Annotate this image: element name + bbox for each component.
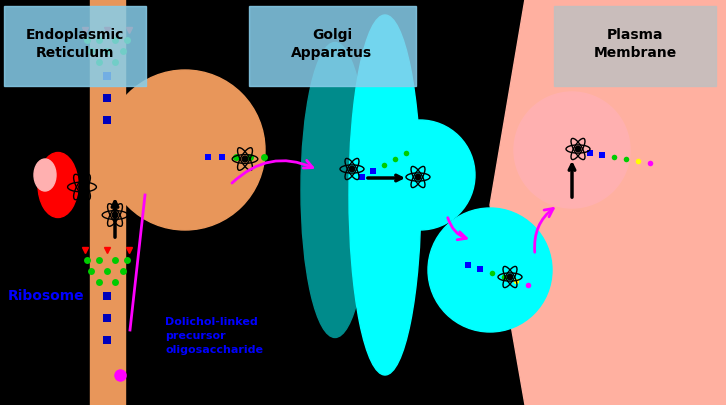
Circle shape bbox=[575, 147, 581, 152]
Circle shape bbox=[428, 209, 552, 332]
FancyBboxPatch shape bbox=[249, 7, 416, 87]
Ellipse shape bbox=[301, 43, 369, 338]
Text: Dolichol-linked
precursor
oligosaccharide: Dolichol-linked precursor oligosaccharid… bbox=[165, 316, 263, 354]
Circle shape bbox=[105, 71, 265, 230]
Circle shape bbox=[514, 93, 630, 209]
Circle shape bbox=[242, 157, 248, 162]
FancyBboxPatch shape bbox=[554, 7, 716, 87]
Text: Endoplasmic
Reticulum: Endoplasmic Reticulum bbox=[26, 28, 124, 60]
Ellipse shape bbox=[349, 16, 421, 375]
FancyArrowPatch shape bbox=[448, 218, 466, 240]
FancyArrowPatch shape bbox=[232, 161, 313, 183]
Circle shape bbox=[365, 121, 475, 230]
Circle shape bbox=[112, 213, 118, 218]
Text: Plasma
Membrane: Plasma Membrane bbox=[593, 28, 677, 60]
Circle shape bbox=[349, 167, 355, 172]
FancyArrowPatch shape bbox=[534, 209, 553, 253]
Text: Ribosome: Ribosome bbox=[8, 288, 85, 302]
Polygon shape bbox=[90, 0, 125, 405]
Circle shape bbox=[415, 175, 420, 180]
Ellipse shape bbox=[34, 160, 56, 192]
Text: Golgi
Apparatus: Golgi Apparatus bbox=[291, 28, 372, 60]
Ellipse shape bbox=[38, 153, 78, 218]
Circle shape bbox=[78, 184, 85, 191]
Circle shape bbox=[507, 275, 513, 280]
Polygon shape bbox=[490, 0, 726, 405]
FancyBboxPatch shape bbox=[4, 7, 146, 87]
